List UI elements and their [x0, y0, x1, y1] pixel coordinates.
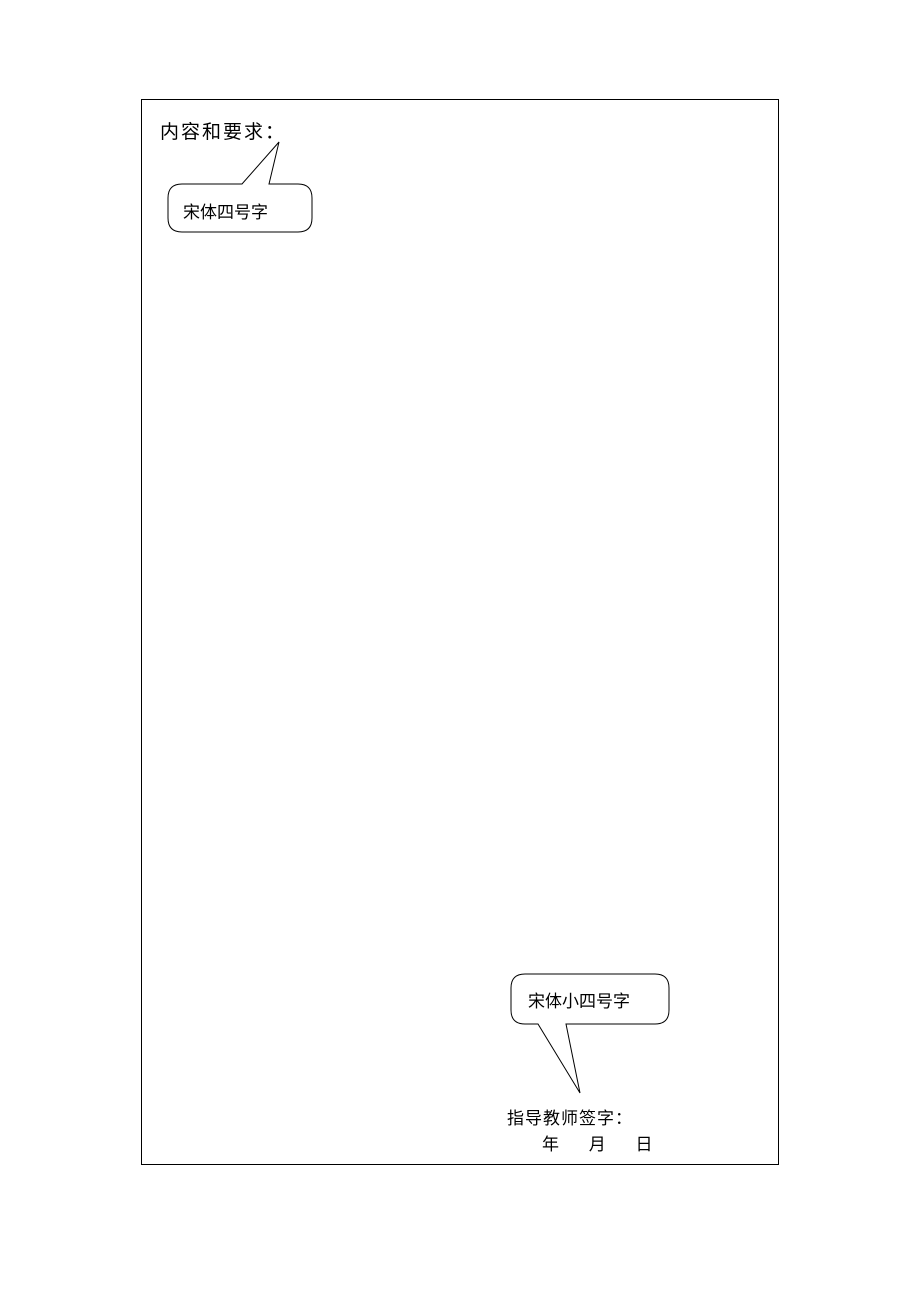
section-title: 内容和要求： [160, 117, 286, 144]
callout-2-text: 宋体小四号字 [528, 987, 630, 1012]
callout-1-text: 宋体四号字 [183, 198, 268, 223]
date-line: 年 月 日 [542, 1130, 653, 1155]
signature-label: 指导教师签字： [507, 1104, 633, 1129]
date-year-label: 年 [542, 1135, 559, 1154]
page-content-border [141, 99, 779, 1165]
date-day-label: 日 [636, 1135, 653, 1154]
date-month-label: 月 [589, 1135, 606, 1154]
